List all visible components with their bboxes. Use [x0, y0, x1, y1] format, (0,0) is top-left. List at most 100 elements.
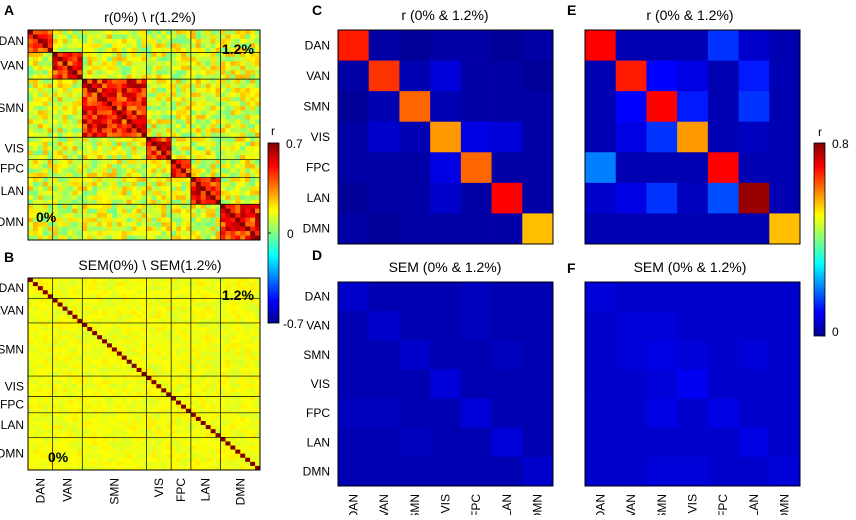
heatmap-cell-b-21-23	[141, 363, 147, 369]
heatmap-cell-b-27-16	[106, 388, 113, 393]
heatmap-cell-b-38-23	[141, 433, 147, 438]
heatmap-cell-a-27-15	[102, 150, 108, 156]
heatmap-cell-a-39-0	[28, 204, 34, 210]
x-tick-label-f-dmn: DMN	[778, 494, 792, 515]
heatmap-cell-a-27-27	[161, 150, 167, 156]
heatmap-cell-b-21-43	[240, 363, 246, 369]
heatmap-cell-b-11-35	[200, 322, 207, 328]
heatmap-cell-a-19-37	[210, 114, 216, 120]
heatmap-cell-b-0-34	[195, 278, 202, 283]
heatmap-cell-a-46-13	[92, 235, 98, 241]
heatmap-cell-b-9-38	[215, 314, 221, 320]
heatmap-cell-a-1-15	[102, 34, 108, 40]
heatmap-cell-c-lan-dmn	[522, 182, 554, 214]
heatmap-cell-b-25-16	[106, 380, 113, 385]
heatmap-cell-a-19-9	[72, 114, 78, 120]
heatmap-cell-a-45-34	[195, 231, 202, 236]
heatmap-cell-a-9-12	[87, 70, 93, 75]
heatmap-cell-b-10-1	[32, 318, 39, 324]
heatmap-cell-b-43-39	[220, 453, 226, 459]
heatmap-cell-a-14-3	[42, 92, 49, 98]
heatmap-cell-b-30-14	[97, 400, 103, 405]
heatmap-cell-b-2-5	[52, 286, 58, 291]
heatmap-cell-a-7-20	[126, 61, 132, 67]
heatmap-cell-a-17-40	[225, 105, 231, 111]
heatmap-cell-b-40-42	[235, 441, 241, 446]
heatmap-cell-a-22-28	[166, 128, 172, 134]
heatmap-cell-a-9-46	[255, 70, 261, 75]
heatmap-cell-b-23-37	[210, 371, 216, 377]
heatmap-cell-b-41-16	[106, 445, 113, 450]
heatmap-cell-b-15-2	[37, 339, 44, 344]
heatmap-cell-a-4-25	[151, 47, 157, 53]
heatmap-cell-a-46-5	[52, 235, 58, 241]
heatmap-cell-b-19-29	[171, 355, 177, 361]
heatmap-cell-a-45-43	[240, 231, 246, 236]
heatmap-cell-a-4-40	[225, 47, 231, 53]
heatmap-cell-a-2-28	[166, 38, 172, 44]
heatmap-cell-a-26-42	[235, 146, 241, 151]
heatmap-cell-a-0-42	[235, 30, 241, 35]
heatmap-cell-b-45-23	[141, 461, 147, 467]
heatmap-cell-a-7-45	[250, 61, 256, 67]
heatmap-cell-b-7-20	[126, 306, 132, 311]
heatmap-cell-b-29-32	[185, 396, 192, 401]
heatmap-cell-a-42-9	[72, 217, 78, 223]
heatmap-cell-b-46-7	[62, 465, 68, 471]
heatmap-cell-b-30-20	[126, 400, 132, 405]
heatmap-cell-a-18-31	[181, 110, 187, 116]
heatmap-cell-a-29-18	[116, 159, 123, 165]
heatmap-cell-a-35-38	[215, 186, 221, 192]
heatmap-cell-a-27-42	[235, 150, 241, 156]
heatmap-cell-b-40-18	[116, 441, 123, 446]
heatmap-cell-b-37-7	[62, 429, 68, 434]
heatmap-cell-a-44-35	[200, 226, 207, 232]
y-tick-label-a-lan: LAN	[1, 184, 24, 198]
heatmap-cell-b-45-44	[245, 461, 251, 467]
heatmap-cell-b-6-0	[28, 302, 34, 307]
heatmap-cell-a-41-34	[195, 213, 202, 218]
heatmap-cell-b-26-8	[67, 384, 73, 389]
heatmap-cell-a-31-45	[250, 168, 256, 174]
heatmap-cell-a-34-17	[111, 181, 118, 187]
heatmap-cell-a-12-14	[97, 83, 103, 89]
heatmap-cell-a-27-36	[205, 150, 211, 156]
heatmap-cell-a-3-0	[28, 43, 34, 49]
heatmap-cell-a-13-24	[146, 88, 152, 93]
heatmap-cell-b-43-16	[106, 453, 113, 459]
heatmap-cell-e-dmn-fpc	[707, 213, 739, 245]
heatmap-cell-a-35-14	[97, 186, 103, 192]
heatmap-cell-a-0-38	[215, 30, 221, 35]
heatmap-cell-b-10-2	[37, 318, 44, 324]
heatmap-cell-b-9-42	[235, 314, 241, 320]
heatmap-cell-a-4-8	[67, 47, 73, 53]
heatmap-cell-a-10-4	[47, 74, 53, 80]
heatmap-cell-a-36-25	[151, 190, 157, 196]
heatmap-cell-a-12-43	[240, 83, 246, 89]
heatmap-cell-a-22-38	[215, 128, 221, 134]
heatmap-cell-a-40-18	[116, 208, 123, 214]
heatmap-cell-a-2-20	[126, 38, 132, 44]
heatmap-cell-a-36-8	[67, 190, 73, 196]
heatmap-cell-b-38-27	[161, 433, 167, 438]
heatmap-cell-b-15-7	[62, 339, 68, 344]
heatmap-cell-b-27-31	[181, 388, 187, 393]
heatmap-cell-b-37-0	[28, 429, 34, 434]
heatmap-cell-b-1-44	[245, 282, 251, 287]
heatmap-cell-a-13-1	[32, 88, 39, 93]
heatmap-cell-a-35-15	[102, 186, 108, 192]
heatmap-cell-b-10-29	[171, 318, 177, 324]
heatmap-cell-b-13-30	[176, 331, 182, 336]
heatmap-cell-b-42-29	[171, 449, 177, 454]
heatmap-cell-d-lan-vis	[430, 427, 462, 458]
heatmap-cell-a-8-17	[111, 65, 118, 71]
heatmap-cell-b-28-30	[176, 392, 182, 397]
heatmap-cell-a-38-36	[205, 199, 211, 205]
heatmap-cell-a-17-11	[82, 105, 88, 111]
heatmap-cell-a-6-37	[210, 56, 216, 62]
heatmap-cell-b-29-41	[230, 396, 236, 401]
heatmap-cell-b-6-38	[215, 302, 221, 307]
heatmap-cell-a-46-0	[28, 235, 34, 241]
heatmap-cell-a-41-29	[171, 213, 177, 218]
heatmap-cell-a-43-40	[225, 222, 231, 227]
